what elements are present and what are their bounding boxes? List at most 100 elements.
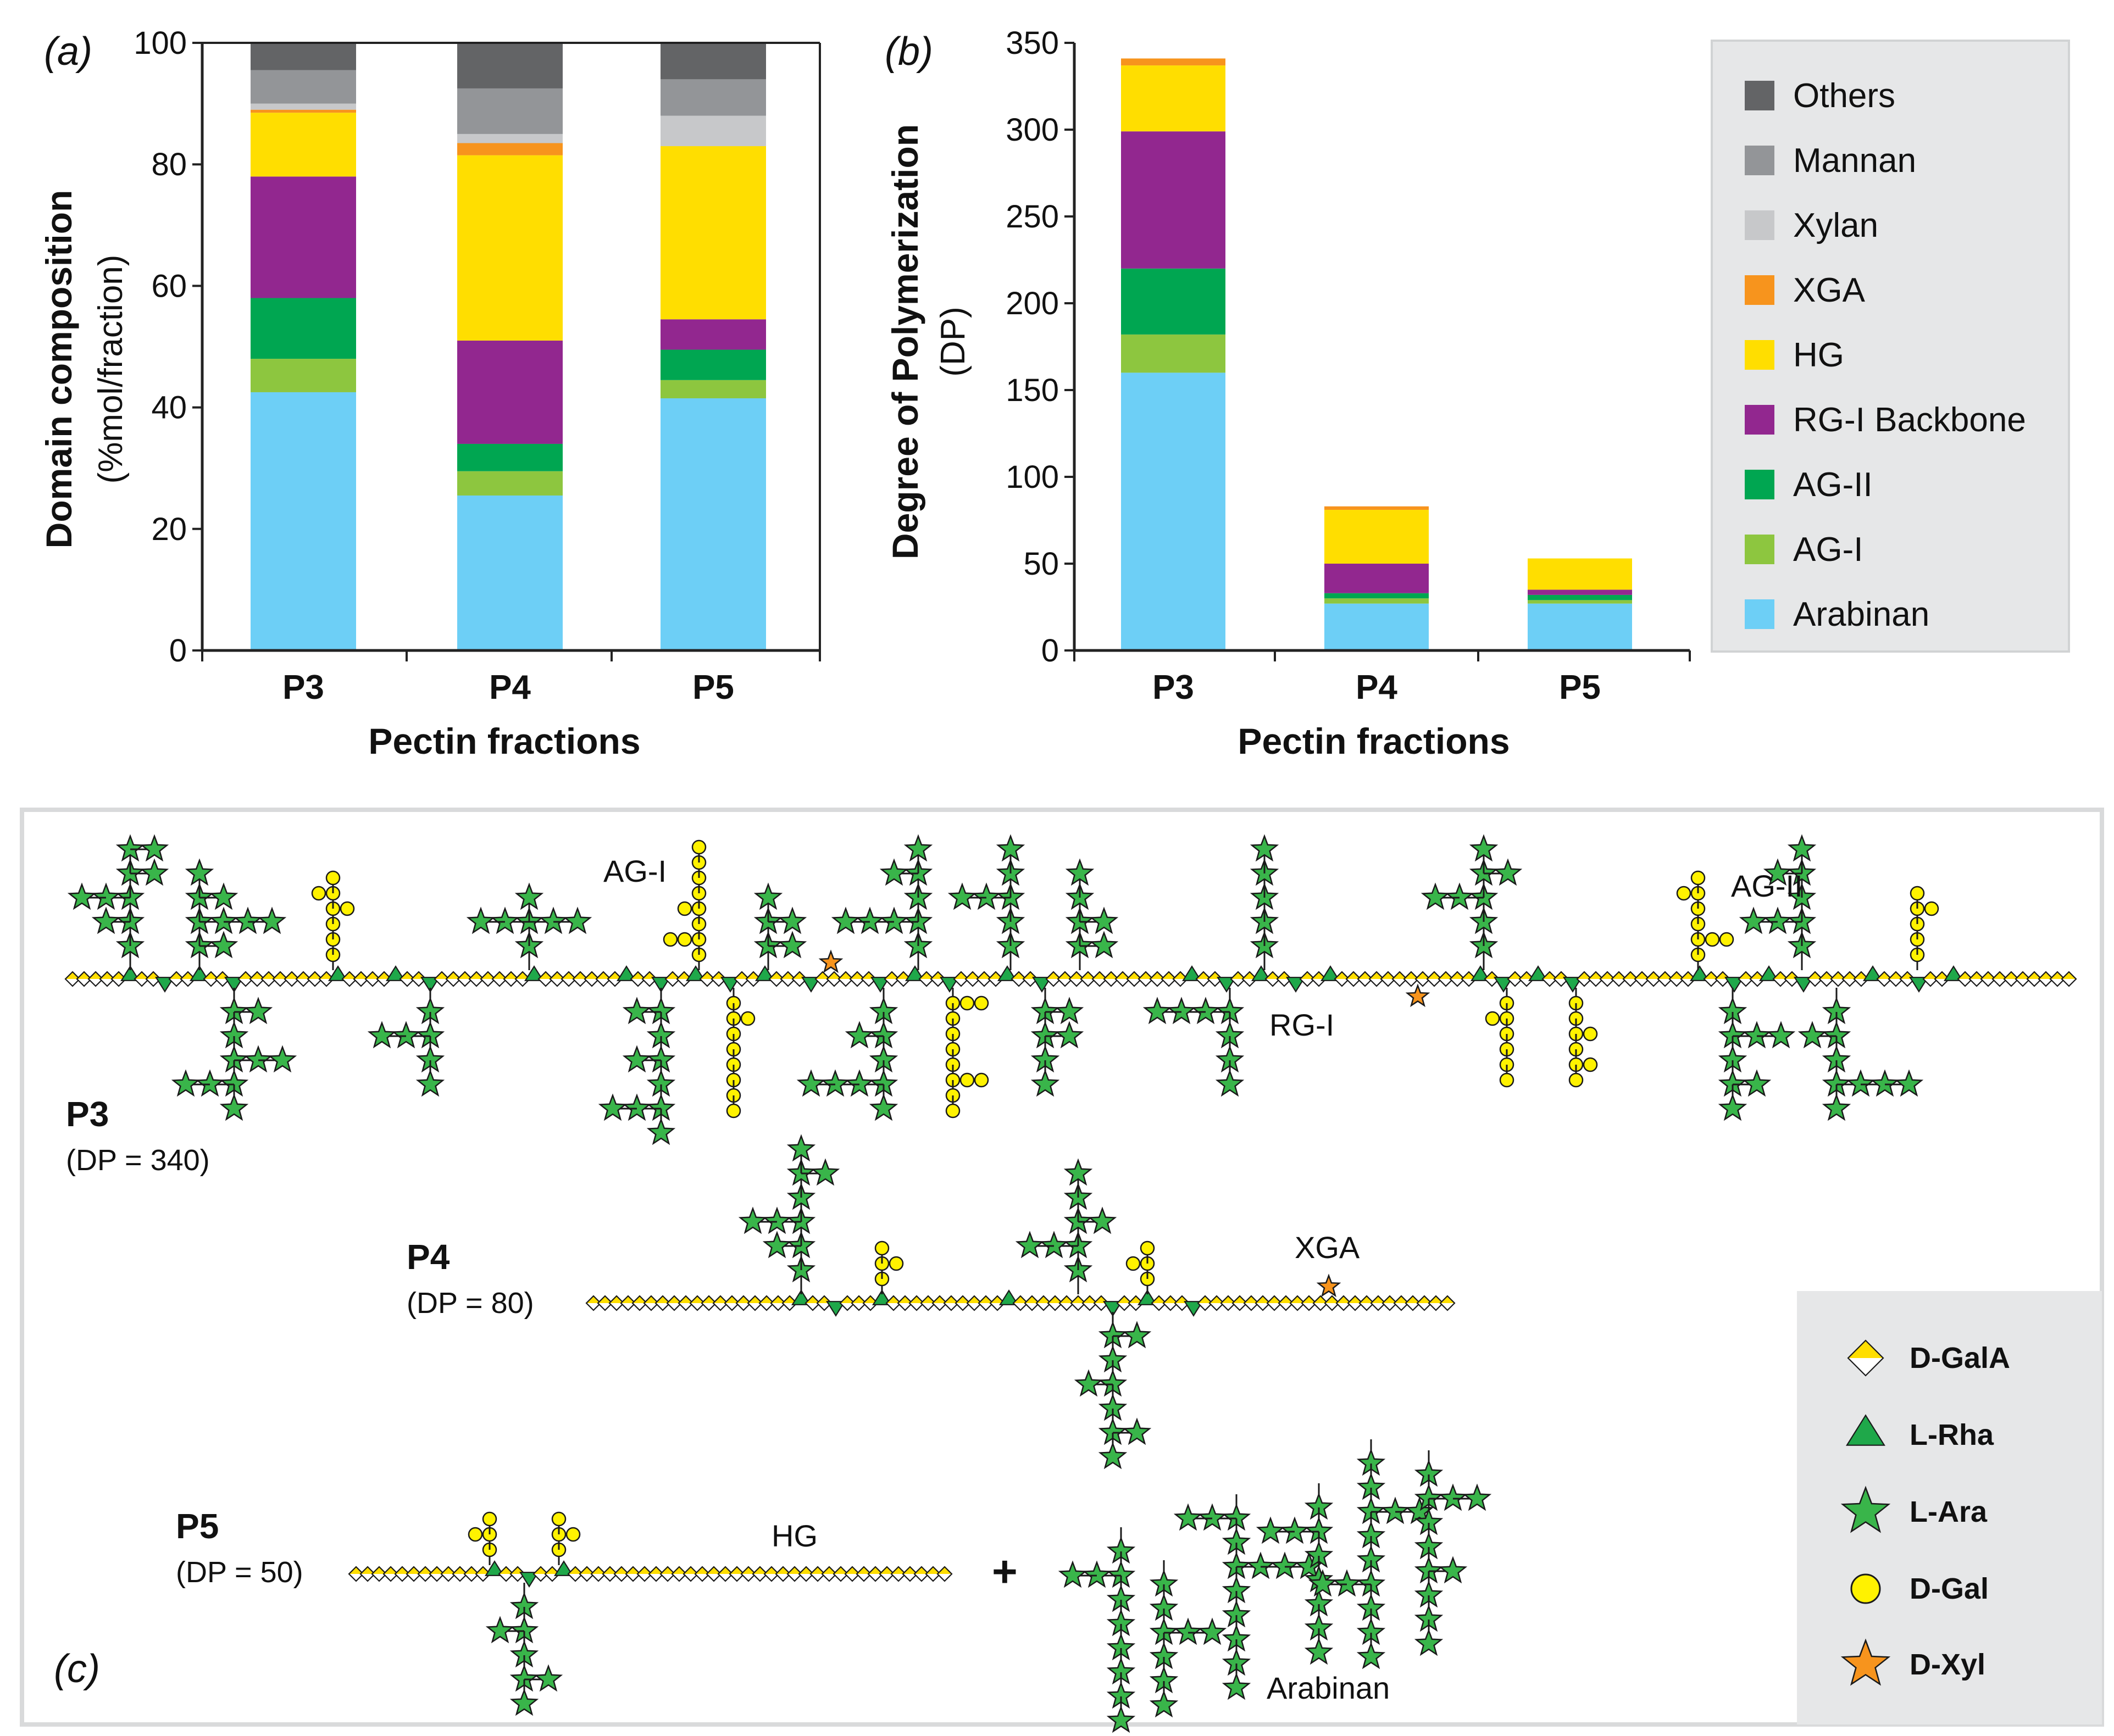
ara-star-icon <box>796 1069 826 1097</box>
legend-swatch-xga <box>1745 275 1774 305</box>
gala-top-half <box>614 1567 629 1574</box>
gala-bottom-half <box>776 1574 790 1581</box>
gala-bottom-half <box>1059 1303 1074 1310</box>
gala-bottom-half <box>944 1303 958 1310</box>
y-tick-label: 350 <box>1006 25 1059 61</box>
bar-p4-hg <box>1324 510 1429 564</box>
gala-top-half <box>418 1567 432 1574</box>
gala-top-half <box>799 1567 813 1574</box>
gala-top-half <box>1993 972 2007 979</box>
gala-bottom-half <box>702 1303 716 1310</box>
gala-bottom-half <box>1773 979 1788 986</box>
gala-top-half <box>1381 972 1395 979</box>
ara-star-icon <box>972 882 1001 910</box>
gala-top-half <box>1346 972 1361 979</box>
gala-bottom-half <box>65 979 80 986</box>
ara-star-icon <box>1030 1069 1060 1097</box>
gala-bottom-half <box>1981 979 1995 986</box>
rha-triangle-icon <box>617 965 636 981</box>
ara-star-icon <box>1763 858 1793 886</box>
gala-bottom-half <box>2050 979 2065 986</box>
gala-bottom-half <box>1277 979 1291 986</box>
bar-p3-ag-ii <box>251 298 356 359</box>
rha-triangle-icon <box>1724 977 1744 993</box>
gala-bottom-half <box>1104 979 1118 986</box>
legend-label-rg-i-backbone: RG-I Backbone <box>1793 401 2026 439</box>
gala-top-half <box>783 1296 797 1303</box>
gala-top-half <box>1083 1296 1097 1303</box>
gala-bottom-half <box>453 1574 467 1581</box>
gala-top-half <box>1152 1296 1166 1303</box>
gal-circle-icon <box>1719 932 1734 947</box>
gala-bottom-half <box>1406 1303 1420 1310</box>
gala-bottom-half <box>1394 1303 1408 1310</box>
gala-bottom-half <box>632 1303 647 1310</box>
bar-p3-ag-ii <box>1121 268 1225 335</box>
gala-bottom-half <box>956 1303 970 1310</box>
ara-star-icon <box>140 858 169 886</box>
rha-triangle-icon <box>386 965 406 981</box>
gala-top-half <box>1394 1296 1408 1303</box>
gala-bottom-half <box>1923 979 1938 986</box>
ara-star-icon <box>1167 997 1196 1025</box>
chart-b-ylabel-unit: (DP) <box>934 307 972 376</box>
gala-top-half <box>1048 1296 1062 1303</box>
gala-top-half <box>476 1567 490 1574</box>
gala-top-half <box>1854 972 1868 979</box>
gala-bottom-half <box>296 979 310 986</box>
gala-bottom-half <box>1046 979 1061 986</box>
ara-star-icon <box>1055 1021 1084 1049</box>
ara-star-icon <box>1098 1442 1128 1470</box>
bar-p5-hg <box>661 146 766 320</box>
gal-circle-icon <box>1910 886 1925 901</box>
ara-star-icon <box>563 906 592 934</box>
bar-p5-ag-ii <box>661 349 766 380</box>
gala-outline <box>2061 971 2077 987</box>
rha-triangle-icon <box>224 977 244 993</box>
rha-triangle-icon <box>872 1289 892 1305</box>
gala-top-half <box>1600 972 1614 979</box>
rha-triangle-icon <box>651 977 671 993</box>
rha-triangle-icon <box>1794 977 1813 993</box>
gala-top-half <box>504 972 518 979</box>
gala-top-half <box>1462 972 1476 979</box>
ara-star-icon <box>845 1021 874 1049</box>
gala-bottom-half <box>1508 979 1522 986</box>
gala-bottom-half <box>1048 1303 1062 1310</box>
bar-p3-xylan <box>251 103 356 110</box>
gala-top-half <box>568 1567 582 1574</box>
gala-bottom-half <box>1848 1358 1883 1376</box>
chart-a-ylabel: Domain composition <box>38 190 79 549</box>
ara-star-icon <box>622 1045 652 1073</box>
gala-bottom-half <box>1383 1303 1397 1310</box>
gala-bottom-half <box>1335 979 1349 986</box>
ara-star-icon <box>1438 1483 1468 1511</box>
gala-top-half <box>1543 972 1557 979</box>
ara-star-icon <box>1787 834 1817 862</box>
ara-star-icon <box>219 1093 249 1121</box>
gala-bottom-half <box>1900 979 1915 986</box>
schematic-frame <box>20 808 2104 1727</box>
gala-top-half <box>1312 972 1326 979</box>
ara-star-icon <box>820 1069 850 1097</box>
gal-circle-icon <box>740 1011 756 1026</box>
gala-top-half <box>1139 972 1153 979</box>
gala-top-half <box>1635 972 1649 979</box>
gala-bottom-half <box>1635 979 1649 986</box>
gala-top-half <box>1848 1340 1883 1358</box>
gala-top-half <box>1877 972 1891 979</box>
gala-bottom-half <box>919 979 934 986</box>
ara-star-icon <box>622 1093 652 1121</box>
p3-label: P3 <box>66 1094 109 1134</box>
gala-bottom-half <box>665 979 680 986</box>
ara-star-icon <box>811 1158 840 1186</box>
gala-top-half <box>573 972 587 979</box>
gala-bottom-half <box>868 1574 883 1581</box>
gala-top-half <box>1104 972 1118 979</box>
gala-top-half <box>112 972 126 979</box>
gala-top-half <box>550 972 564 979</box>
gala-bottom-half <box>1360 1303 1374 1310</box>
xyl-star-icon <box>1316 1273 1341 1298</box>
gala-bottom-half <box>349 1574 363 1581</box>
gala-top-half <box>319 972 334 979</box>
